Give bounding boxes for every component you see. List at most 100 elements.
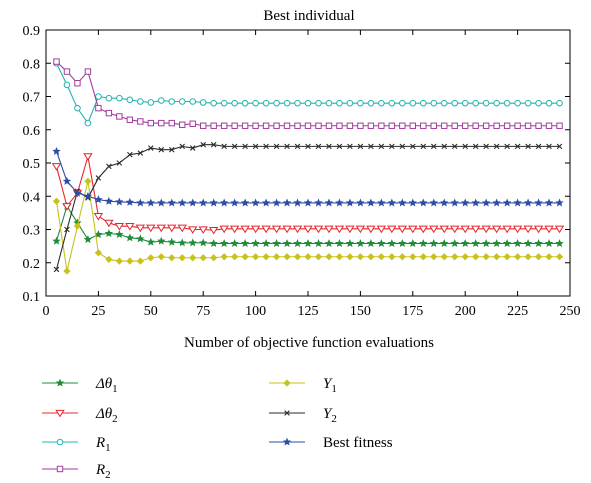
data-point — [387, 198, 397, 207]
legend-label: R2 — [95, 462, 111, 481]
data-point — [326, 143, 332, 150]
x-tick-label: 175 — [402, 304, 423, 319]
data-point — [199, 238, 208, 247]
data-point — [188, 226, 198, 234]
data-point — [335, 198, 344, 207]
y-tick-label: 0.5 — [23, 157, 41, 172]
data-point — [430, 122, 437, 129]
data-point — [208, 227, 219, 235]
data-point — [397, 225, 408, 234]
data-point — [95, 104, 102, 112]
data-point — [336, 122, 343, 129]
data-point — [556, 99, 563, 107]
data-point — [240, 198, 250, 207]
legend-label-subscript: 2 — [105, 469, 111, 481]
data-point — [430, 99, 438, 107]
data-point — [335, 253, 344, 261]
data-point — [336, 99, 343, 107]
data-point — [460, 225, 470, 234]
data-point — [136, 234, 145, 243]
data-point — [199, 198, 208, 207]
plot-frame — [45, 29, 571, 297]
data-point — [420, 122, 427, 129]
data-point — [430, 143, 437, 150]
series-line — [56, 61, 560, 127]
data-point — [377, 198, 386, 207]
data-point — [315, 122, 322, 129]
data-point — [524, 122, 532, 129]
data-point — [356, 198, 365, 207]
legend-item: R1 — [42, 435, 111, 454]
data-point — [377, 253, 385, 261]
data-point — [356, 253, 365, 261]
data-point — [157, 97, 165, 104]
data-point — [84, 177, 92, 185]
y-tick-label: 0.7 — [23, 91, 41, 106]
data-point — [534, 198, 543, 207]
data-point — [481, 198, 491, 207]
data-point — [524, 253, 532, 261]
data-point — [534, 253, 543, 261]
data-point — [83, 191, 93, 200]
series-line — [55, 156, 560, 231]
x-tick-label: 100 — [245, 304, 266, 319]
series-line — [55, 63, 560, 125]
chart-title: Best individual — [263, 8, 354, 24]
data-point — [240, 239, 250, 248]
data-point — [272, 253, 281, 261]
data-point — [116, 113, 123, 120]
data-point — [199, 99, 207, 106]
data-point — [115, 257, 123, 265]
x-tick-label: 125 — [298, 304, 319, 319]
legend-label-subscript: 2 — [331, 413, 337, 425]
data-point — [378, 122, 385, 129]
data-point — [472, 122, 479, 129]
data-point — [429, 239, 438, 248]
data-point — [125, 223, 135, 231]
data-point — [293, 239, 302, 248]
data-point — [126, 96, 134, 104]
data-point — [167, 237, 176, 246]
legend-label-text: Y — [323, 406, 333, 422]
legend-item: R2 — [42, 462, 111, 481]
data-point — [188, 198, 197, 207]
data-point — [514, 122, 521, 129]
data-point — [502, 198, 512, 207]
data-point — [408, 198, 417, 207]
data-point — [116, 160, 123, 166]
data-point — [210, 254, 218, 262]
data-point — [325, 253, 333, 261]
data-point — [251, 239, 260, 248]
data-point — [261, 239, 271, 248]
data-point — [482, 99, 490, 107]
legend-marker — [284, 410, 290, 416]
legend-label: Y2 — [323, 406, 337, 425]
y-tick-label: 0.9 — [23, 24, 41, 39]
data-point — [491, 225, 502, 234]
data-point — [126, 116, 134, 123]
data-point — [230, 198, 239, 207]
series-5 — [53, 141, 563, 273]
series-line — [55, 144, 560, 270]
data-point — [493, 143, 500, 150]
data-point — [523, 198, 533, 207]
data-point — [189, 98, 197, 105]
data-point — [137, 118, 144, 125]
data-point — [146, 224, 156, 233]
data-point — [251, 253, 260, 261]
data-point — [63, 267, 71, 275]
legend-label-text: Δθ — [95, 406, 113, 422]
data-point — [220, 253, 228, 261]
data-point — [450, 198, 459, 207]
data-point — [378, 99, 385, 107]
y-tick-label: 0.2 — [23, 257, 41, 272]
data-point — [556, 143, 563, 150]
data-point — [209, 239, 218, 248]
data-point — [125, 233, 135, 242]
data-point — [471, 198, 480, 207]
data-point — [84, 119, 92, 127]
data-point — [230, 239, 239, 248]
data-point — [419, 239, 428, 248]
legend-item: Y2 — [269, 406, 337, 425]
data-point — [168, 146, 175, 153]
